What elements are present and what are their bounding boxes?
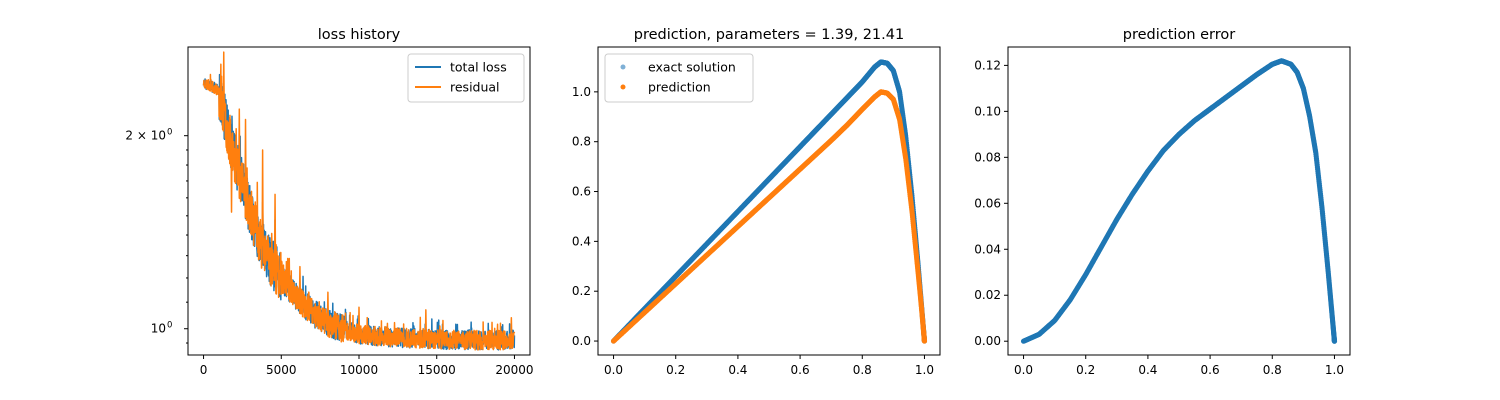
x-tick-label: 0.8	[853, 363, 872, 377]
scatter-series-1	[610, 89, 928, 344]
legend-label: exact solution	[648, 60, 736, 75]
x-tick-label: 0.0	[604, 363, 623, 377]
x-tick-label: 0.6	[791, 363, 810, 377]
scatter-series-0	[1020, 58, 1338, 344]
y-tick-label: 0.12	[974, 58, 1001, 72]
y-tick-label: 0.8	[572, 135, 591, 149]
y-tick-label: 0.00	[974, 334, 1001, 348]
plot-frame	[597, 46, 941, 356]
data-point	[1331, 338, 1338, 344]
chart-title: prediction error	[1123, 27, 1235, 43]
x-tick-label: 0.4	[728, 363, 747, 377]
series-group	[202, 51, 516, 351]
plot-frame	[1007, 46, 1351, 356]
x-tick-label: 5000	[266, 363, 297, 377]
y-tick-exponent: 0	[167, 128, 172, 138]
x-tick-label: 15000	[418, 363, 456, 377]
x-tick-label: 0.4	[1138, 363, 1157, 377]
legend-swatch	[620, 84, 626, 90]
y-tick-label: 10	[151, 322, 166, 336]
y-tick-label: 0.0	[572, 334, 591, 348]
data-point	[921, 338, 928, 344]
y-tick-label: 0.04	[974, 242, 1001, 256]
chart-title: loss history	[318, 27, 401, 43]
y-tick-label: 0.02	[974, 288, 1001, 302]
legend-box	[604, 53, 754, 103]
y-tick-label: 0.4	[572, 234, 591, 248]
series-line-residual	[202, 51, 516, 351]
y-tick-label: 2 × 10	[125, 129, 166, 143]
legend: exact solution prediction	[604, 53, 754, 103]
x-tick-label: 20000	[495, 363, 533, 377]
y-tick-base: 10	[151, 322, 166, 336]
chart-title: prediction, parameters = 1.39, 21.41	[634, 27, 904, 43]
legend-label: total loss	[450, 60, 507, 75]
y-tick-label: 0.10	[974, 104, 1001, 118]
x-tick-label: 0.2	[666, 363, 685, 377]
x-tick-label: 10000	[340, 363, 378, 377]
y-tick-base: 10	[151, 129, 166, 143]
y-tick-exponent: 0	[167, 321, 172, 331]
x-tick-label: 0.6	[1201, 363, 1220, 377]
x-tick-label: 1.0	[1325, 363, 1344, 377]
y-tick-prefix: 2 ×	[125, 129, 150, 143]
y-tick-label: 0.2	[572, 284, 591, 298]
y-tick-label: 0.06	[974, 196, 1001, 210]
legend-swatch	[620, 64, 626, 70]
prediction-error-panel: prediction error 0.0 0.2 0.4 0.6 0.8 1.0 0.00 0.…	[974, 27, 1351, 377]
y-tick-label: 1.0	[572, 85, 591, 99]
prediction-panel: prediction, parameters = 1.39, 21.41 0.0 0…	[572, 27, 941, 377]
legend: total loss residual	[407, 53, 525, 103]
legend-label: residual	[450, 80, 500, 95]
legend-label: prediction	[648, 80, 711, 95]
x-tick-label: 1.0	[915, 363, 934, 377]
x-tick-label: 0	[200, 363, 208, 377]
y-tick-label: 0.08	[974, 150, 1001, 164]
y-tick-label: 0.6	[572, 185, 591, 199]
x-tick-label: 0.2	[1076, 363, 1095, 377]
x-tick-label: 0.8	[1263, 363, 1282, 377]
x-tick-label: 0.0	[1014, 363, 1033, 377]
